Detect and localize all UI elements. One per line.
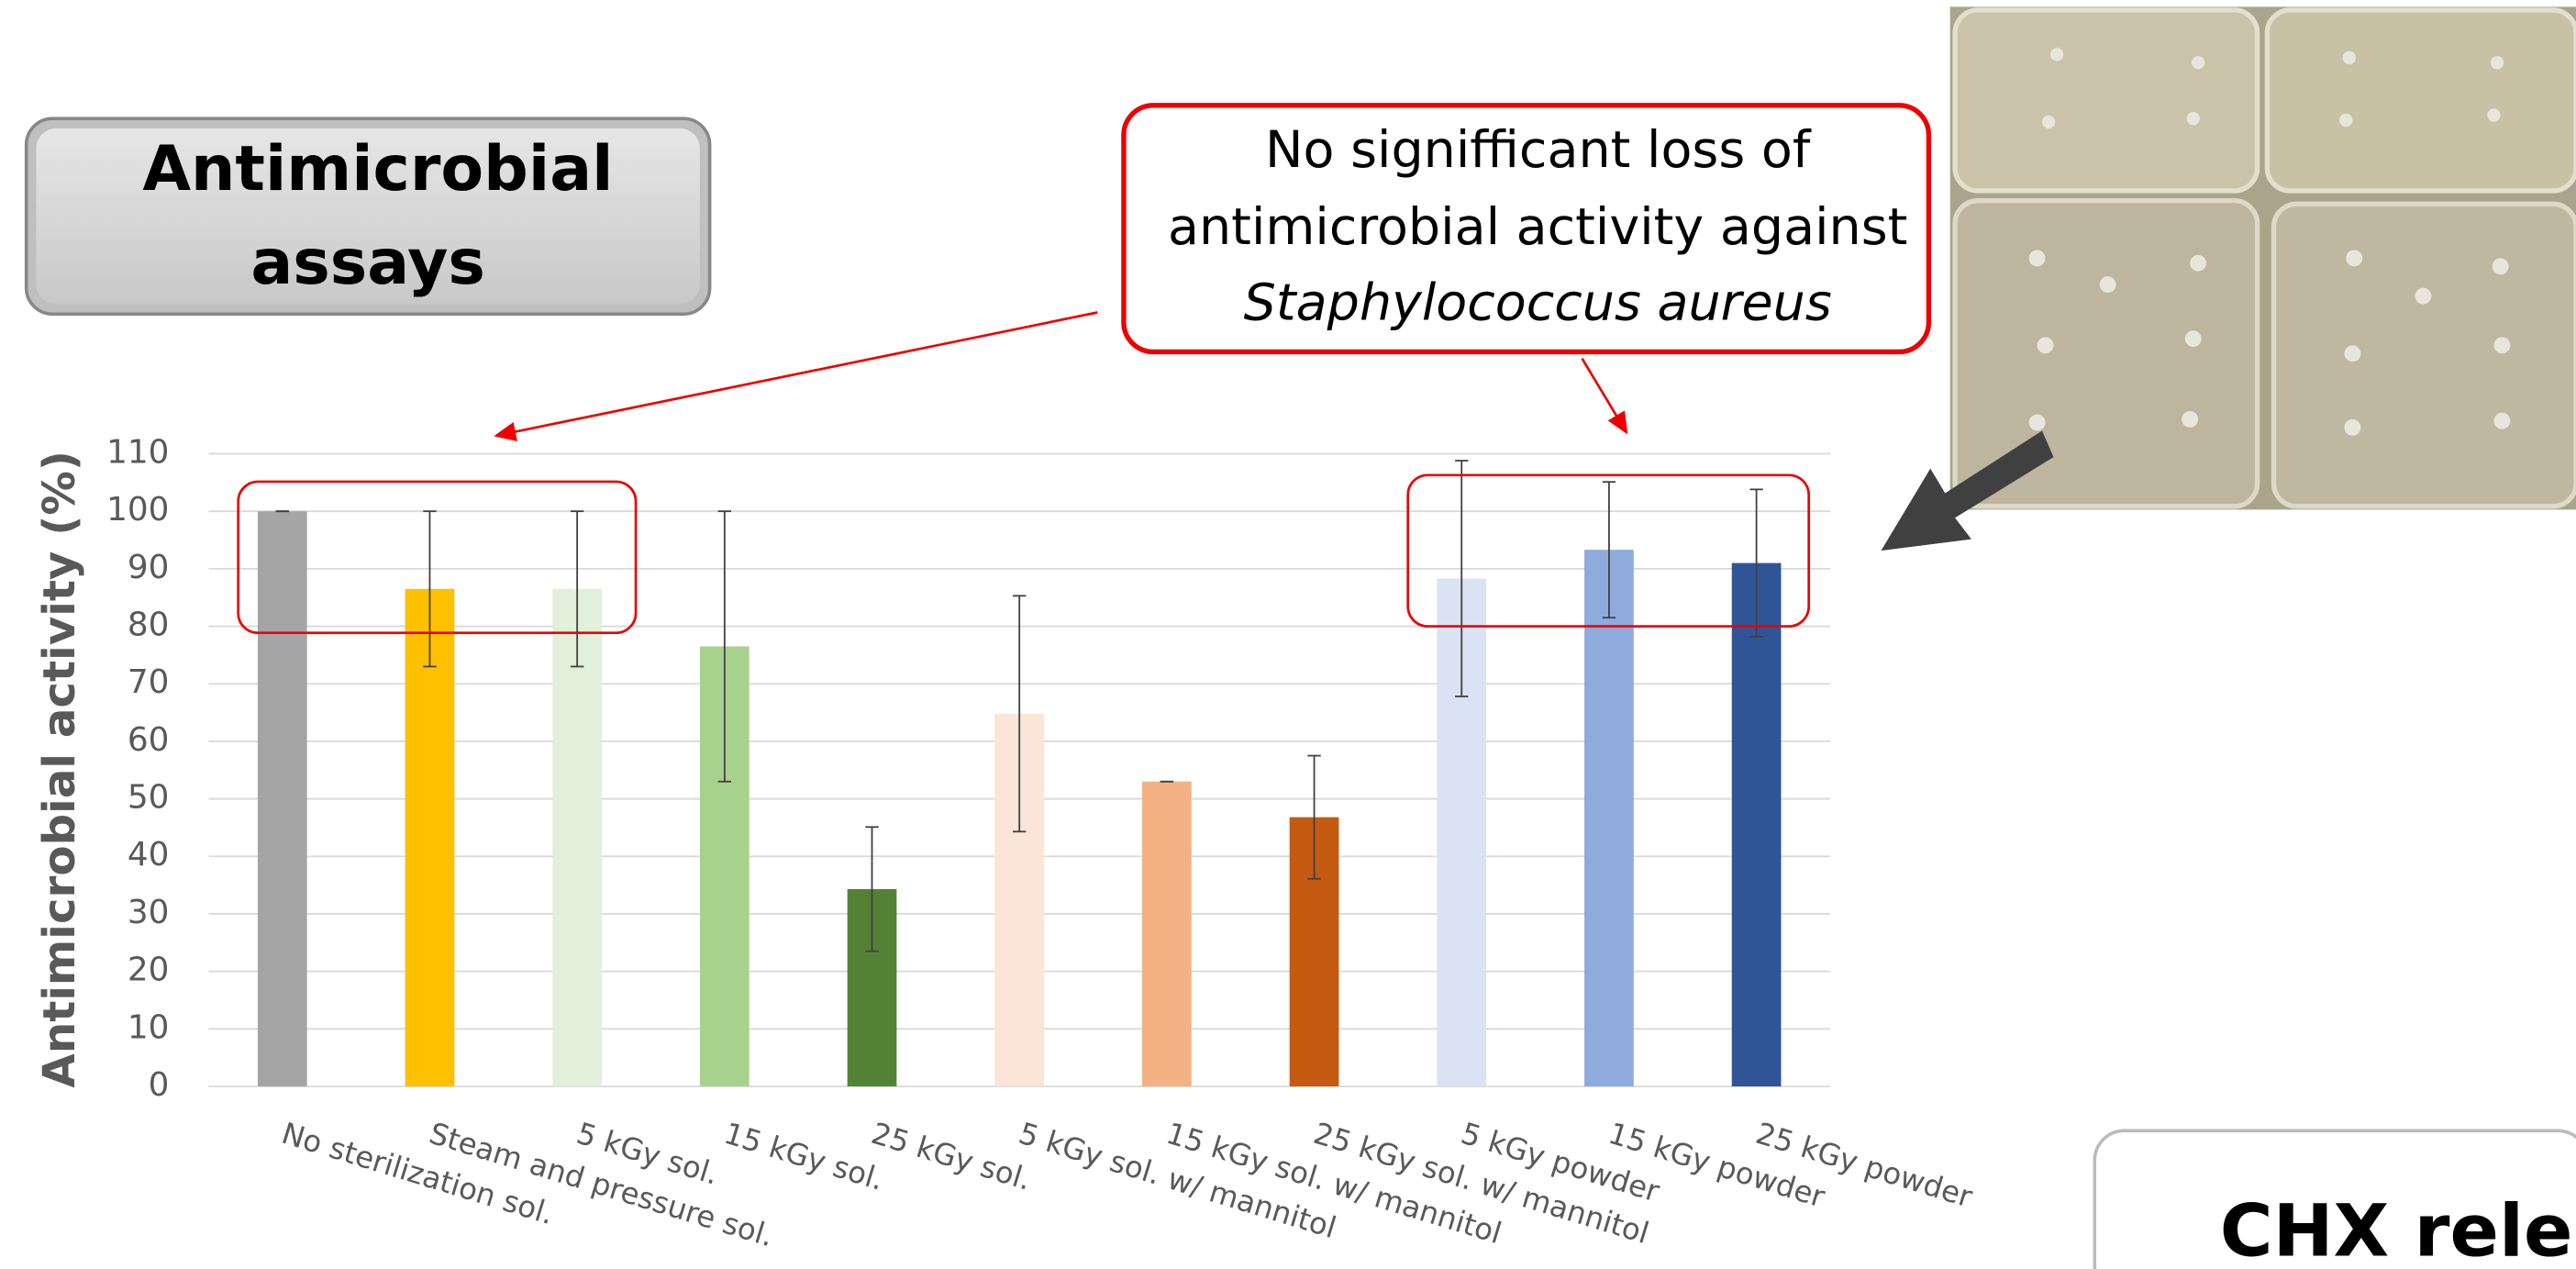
title-line: assays bbox=[250, 227, 485, 299]
y-tick-label: 80 bbox=[128, 607, 170, 644]
x-tick-label: 25 kGy sol. bbox=[868, 1116, 1036, 1197]
y-tick-label: 40 bbox=[128, 836, 170, 874]
bar bbox=[1142, 782, 1192, 1086]
title-line: Antimicrobial bbox=[142, 133, 613, 206]
callout-arrow bbox=[496, 313, 1097, 436]
y-tick-label: 100 bbox=[106, 491, 169, 529]
bar bbox=[1732, 563, 1782, 1086]
bar bbox=[258, 511, 307, 1086]
callout-arrow bbox=[1582, 359, 1627, 433]
callout-text: antimicrobial activity against bbox=[1168, 197, 1907, 257]
callout-text: No signifficant loss of bbox=[1265, 120, 1812, 180]
petri-photo bbox=[1950, 6, 2576, 509]
callout-organism: Staphylococcus aureus bbox=[1244, 273, 1832, 332]
x-tick-label: 15 kGy sol. bbox=[720, 1116, 888, 1197]
y-tick-label: 0 bbox=[149, 1066, 170, 1104]
y-tick-label: 10 bbox=[128, 1008, 170, 1046]
y-tick-label: 30 bbox=[128, 894, 170, 931]
y-axis-label: Antimicrobial activity (%) bbox=[34, 451, 85, 1088]
bar bbox=[1584, 550, 1634, 1086]
y-tick-label: 70 bbox=[128, 663, 170, 701]
y-tick-label: 110 bbox=[106, 434, 169, 472]
section-title: CHX rele bbox=[2220, 1188, 2573, 1269]
slide: Antimicrobial assays No signifficant los… bbox=[0, 0, 2576, 1269]
y-tick-label: 20 bbox=[128, 952, 170, 989]
y-tick-label: 90 bbox=[128, 549, 170, 586]
page: Antimicrobial assays No signifficant los… bbox=[0, 0, 2576, 1269]
y-tick-label: 60 bbox=[128, 721, 170, 759]
y-tick-label: 50 bbox=[128, 779, 170, 817]
